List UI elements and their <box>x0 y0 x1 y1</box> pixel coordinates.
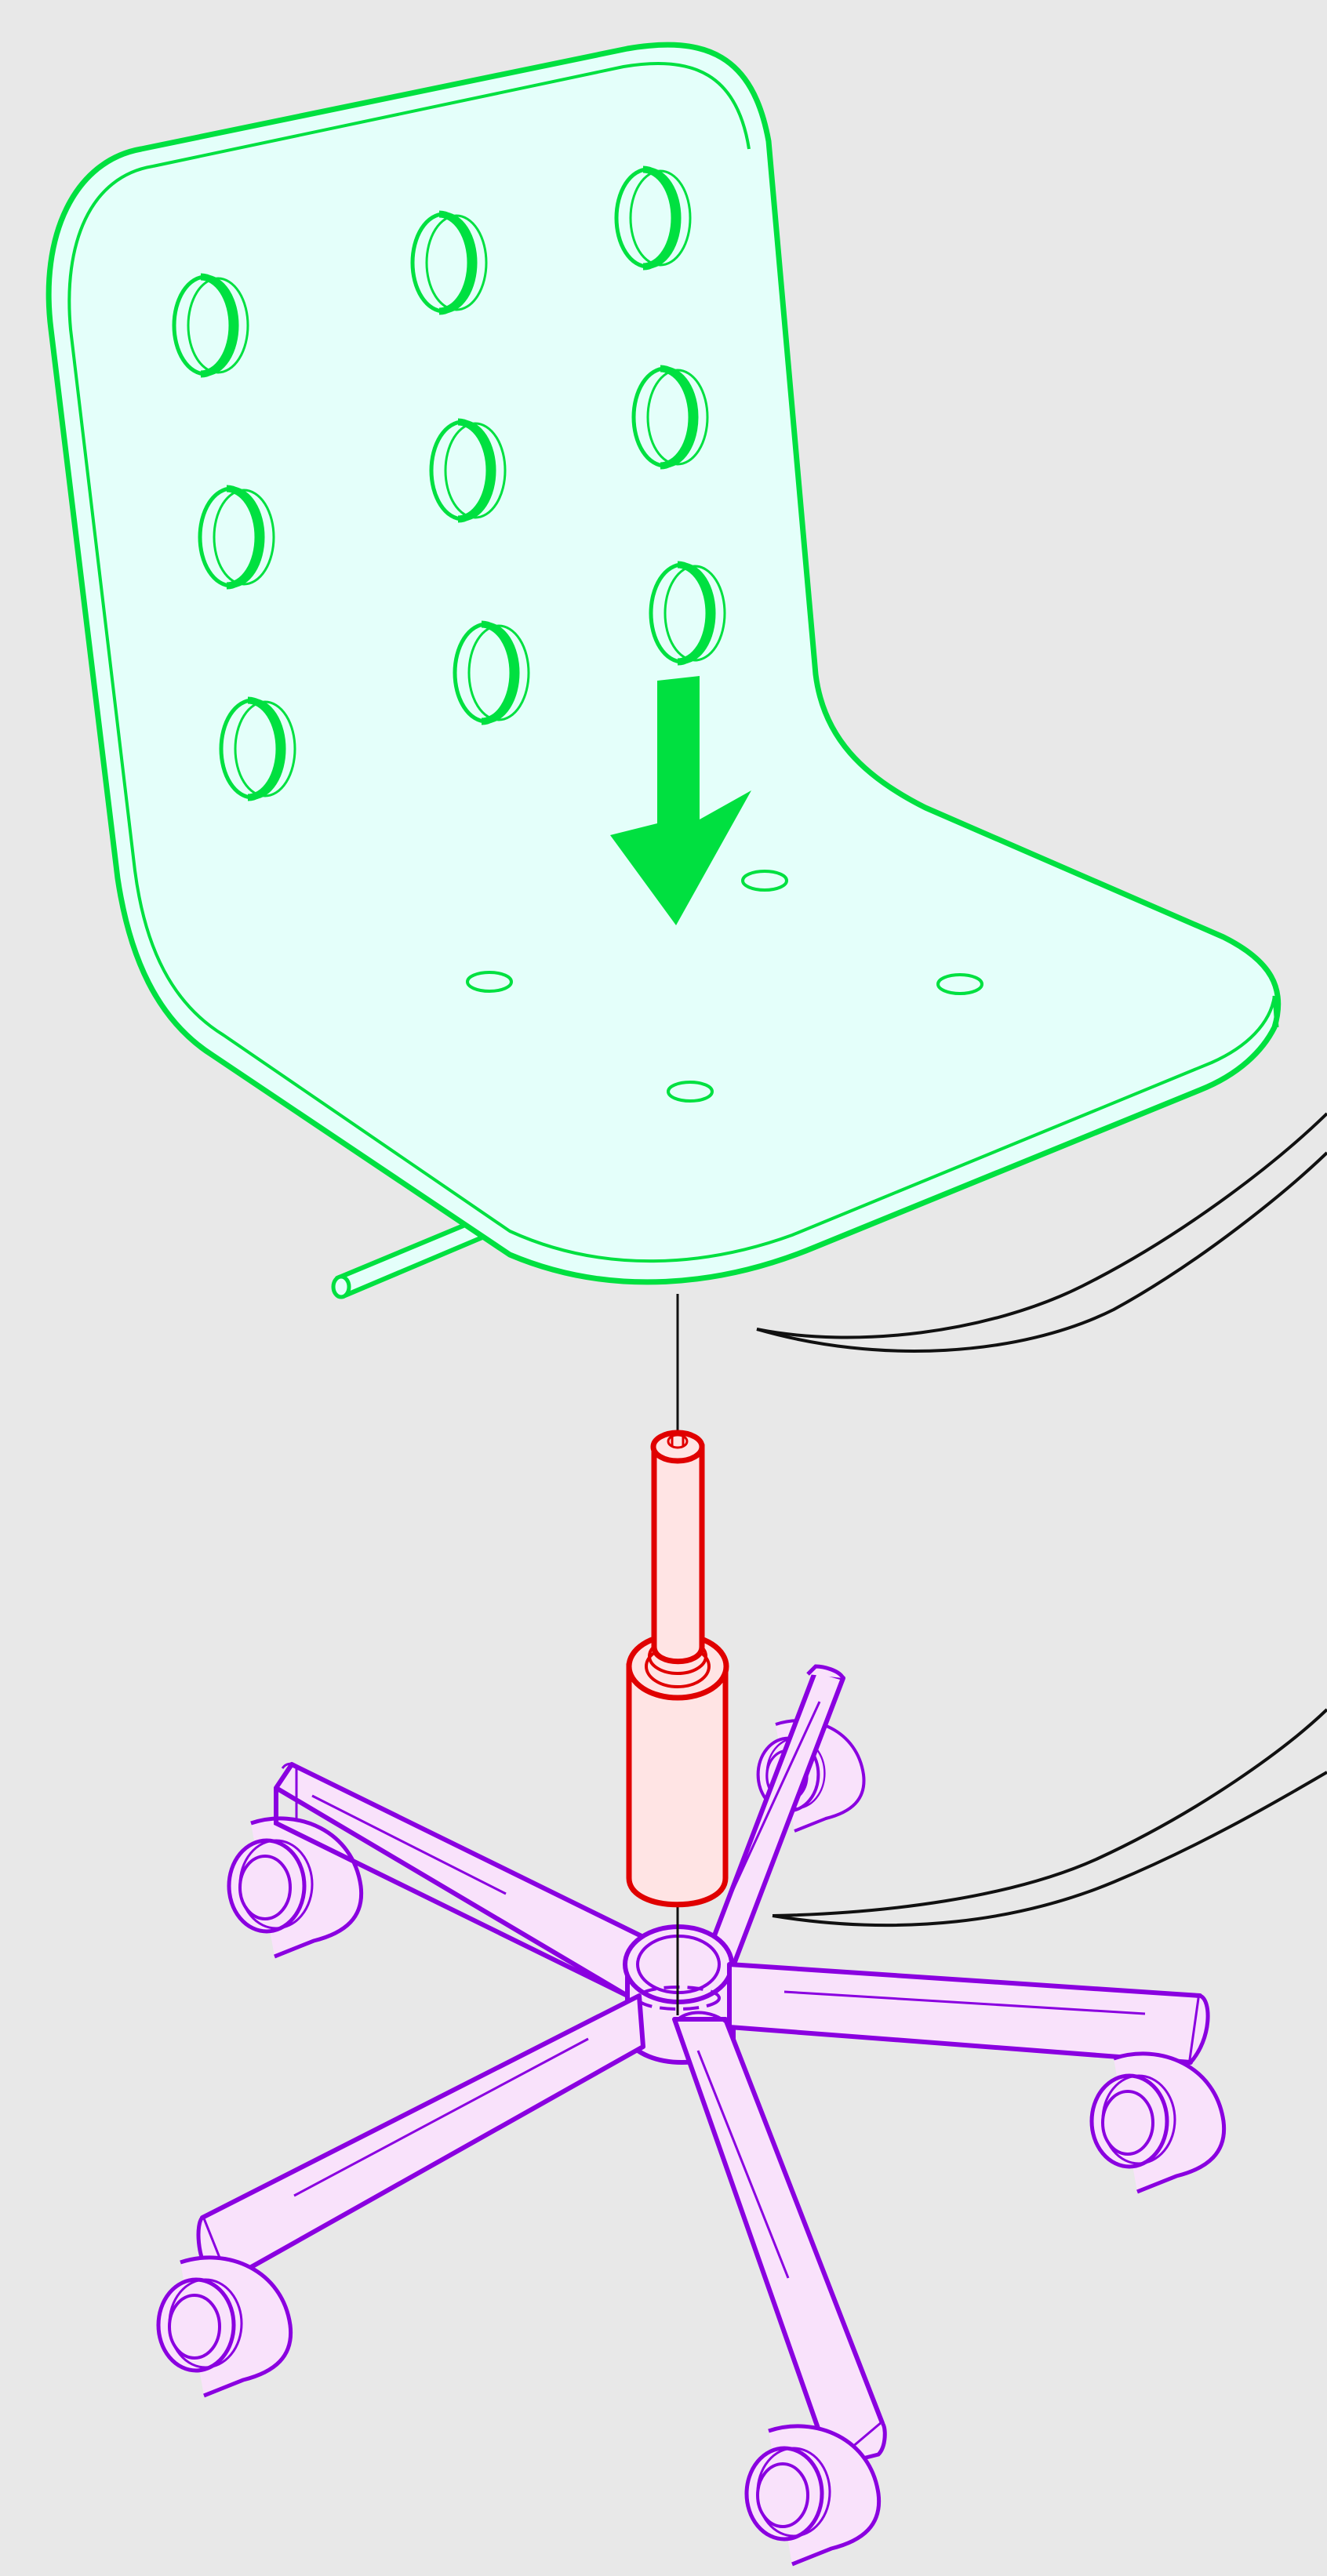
base-leader-line <box>772 1771 1327 1927</box>
mount-hole <box>667 1081 714 1103</box>
seat-rim-right <box>1272 995 1279 1028</box>
seat-leader-line <box>756 1151 1327 1353</box>
mount-hole <box>936 973 983 995</box>
mount-hole <box>741 870 788 892</box>
cylinder-lower-body <box>626 1663 729 1908</box>
mount-hole <box>466 971 513 993</box>
seat-stub <box>335 1217 490 1298</box>
star-base <box>158 1664 1224 2564</box>
seat-leader-line-outer <box>756 1112 1327 1339</box>
seat-stub-end <box>331 1274 351 1299</box>
seat-shell-inner-edge <box>67 61 1276 1263</box>
base-leader-line-outer <box>772 1708 1327 1917</box>
caster-right <box>1092 2054 1224 2192</box>
caster-left <box>229 1818 362 1957</box>
base-leg-front-left <box>200 1993 645 2283</box>
seat-mount-holes <box>466 870 983 1103</box>
seat-shell <box>45 42 1282 1299</box>
seat-shell-outline <box>45 42 1282 1285</box>
down-arrow-icon <box>610 676 751 925</box>
base-leg-front <box>672 2017 885 2469</box>
caster-front-left <box>158 2258 291 2396</box>
leader-lines <box>676 1112 1327 1927</box>
gas-lift-cylinder <box>626 1430 729 2015</box>
cylinder-rod <box>651 1444 705 1665</box>
